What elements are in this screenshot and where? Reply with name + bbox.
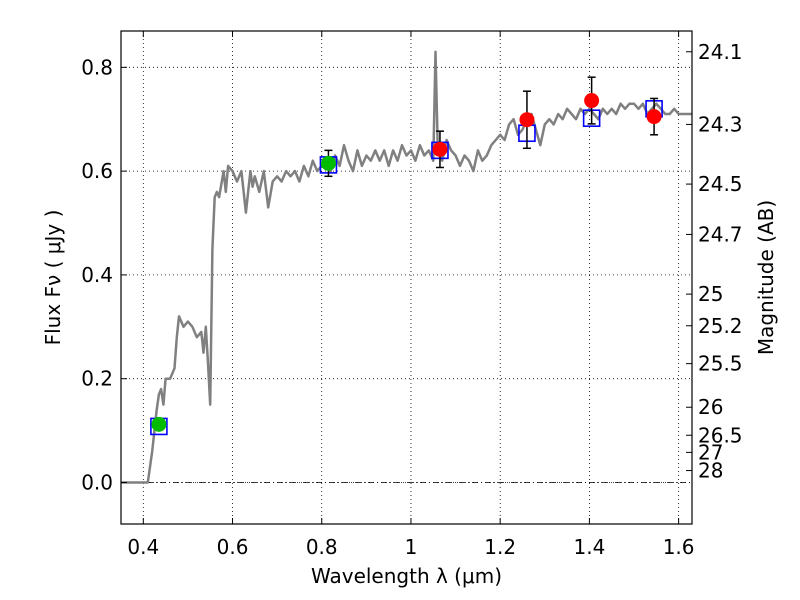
observed-flux-point — [432, 141, 448, 157]
right-tick-label: 26.5 — [698, 423, 743, 447]
observed-flux-point — [519, 112, 535, 128]
observed-flux-point — [646, 109, 662, 125]
y-tick-label: 0.8 — [81, 55, 113, 79]
right-axis-label: Magnitude (AB) — [754, 200, 778, 355]
right-tick-label: 24.3 — [698, 112, 743, 136]
plot-area — [121, 50, 692, 484]
x-tick-label: 0.4 — [127, 535, 159, 559]
right-tick-label: 24.7 — [698, 222, 743, 246]
plot-frame — [120, 30, 693, 525]
observed-flux-point — [320, 155, 336, 171]
right-tick-label: 25 — [698, 282, 723, 306]
right-tick-label: 27 — [698, 440, 723, 464]
y-tick-label: 0.6 — [81, 159, 113, 183]
x-tick-label: 0.8 — [306, 535, 338, 559]
y-axis-label: Flux Fν ( μJy ) — [41, 210, 65, 346]
y-tick-label: 0.2 — [81, 367, 113, 391]
right-tick-label: 28 — [698, 459, 723, 483]
x-axis-label: Wavelength λ (μm) — [311, 564, 502, 588]
x-tick-label: 1.2 — [484, 535, 516, 559]
right-tick-label: 25.5 — [698, 352, 743, 376]
observed-flux-point — [151, 416, 167, 432]
axis-ticks: 0.4 0.6 0.8 1 1.2 1.4 1.6 0.0 0.2 0.4 0.6 0.8 24.1 24… — [81, 31, 743, 559]
right-tick-label: 26 — [698, 395, 723, 419]
x-tick-label: 1 — [405, 535, 418, 559]
x-tick-label: 1.4 — [573, 535, 605, 559]
y-tick-label: 0.4 — [81, 263, 113, 287]
right-tick-label: 24.1 — [698, 40, 743, 64]
grid-lines — [121, 31, 692, 524]
x-tick-label: 0.6 — [217, 535, 249, 559]
right-tick-label: 25.2 — [698, 314, 743, 338]
x-tick-label: 1.6 — [663, 535, 695, 559]
observed-flux-point — [584, 93, 600, 109]
y-tick-label: 0.0 — [81, 470, 113, 494]
right-tick-label: 24.5 — [698, 172, 743, 196]
